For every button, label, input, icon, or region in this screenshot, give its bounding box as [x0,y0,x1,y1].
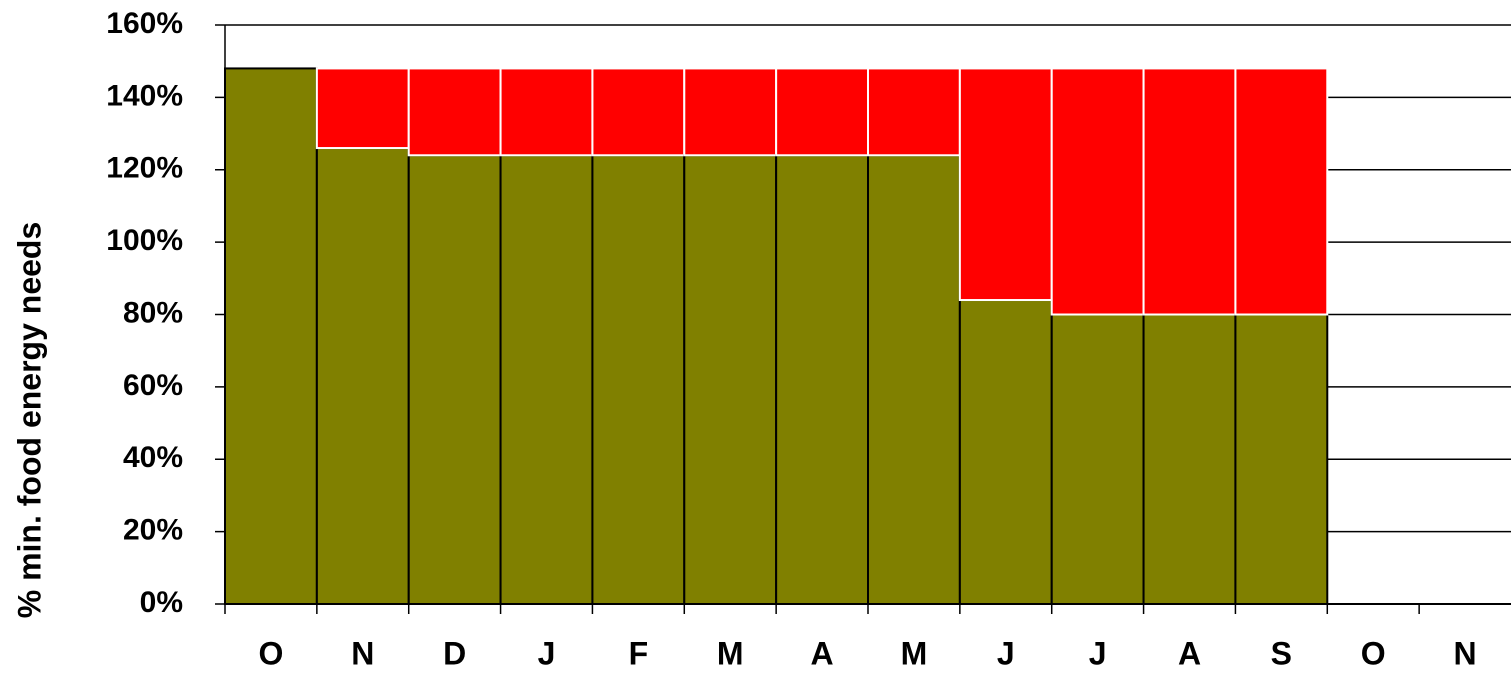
y-tick-label: 140% [106,79,183,112]
x-tick-label: S [1271,635,1292,671]
bar-segment [591,67,686,157]
y-tick-label: 40% [123,441,183,474]
bar-segment [958,67,1053,302]
x-tick-label: J [997,635,1015,671]
bar-segment [224,67,318,606]
bar-segment [1142,313,1237,605]
x-tick-label: M [717,635,744,671]
x-tick-label: J [538,635,556,671]
bar-segment [867,154,961,605]
bar-segment [407,67,502,157]
x-tick-label: A [811,635,834,671]
bar-segment [867,67,961,157]
y-tick-label: 0% [140,586,183,619]
bar-segment [591,154,686,605]
bar-segment [499,67,594,157]
y-tick-label: 120% [106,152,183,185]
bar-segment [1050,313,1145,605]
x-tick-label: O [1361,635,1386,671]
y-tick-label: 60% [123,369,183,402]
bar-segment [1050,67,1145,316]
y-axis-label: % min. food energy needs [11,222,47,619]
bar-segment [1234,67,1329,316]
x-tick-label: F [629,635,649,671]
bar-segment [958,299,1053,605]
bar-segment [1142,67,1237,316]
x-tick-label: D [443,635,466,671]
bar-segment [407,154,502,605]
x-tick-label: O [258,635,283,671]
bar-segment [683,154,778,605]
x-tick-label: A [1178,635,1201,671]
bar-segment [499,154,594,605]
bar-segment [775,67,870,157]
bar-segment [1234,313,1329,605]
y-tick-label: 100% [106,224,183,257]
x-tick-label: J [1089,635,1107,671]
x-tick-label: N [1454,635,1477,671]
bar-segment [683,67,778,157]
x-tick-label: N [351,635,374,671]
bar-segment [315,67,410,150]
y-tick-label: 160% [106,7,183,40]
bar-segment [315,147,410,605]
y-tick-label: 80% [123,296,183,329]
y-tick-label: 20% [123,514,183,547]
bar-segment [775,154,870,605]
x-tick-label: M [901,635,928,671]
